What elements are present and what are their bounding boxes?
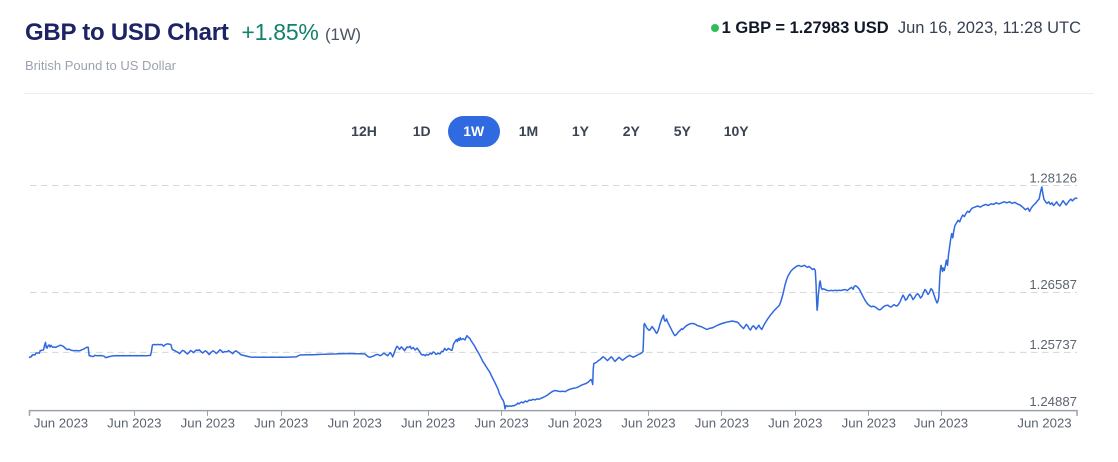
svg-text:Jun 2023: Jun 2023 [107,416,161,431]
svg-text:Jun 2023: Jun 2023 [548,416,602,431]
svg-text:1.28126: 1.28126 [1029,171,1077,186]
svg-text:Jun 2023: Jun 2023 [474,416,528,431]
svg-text:Jun 2023: Jun 2023 [181,416,235,431]
svg-text:Jun 2023: Jun 2023 [695,416,749,431]
svg-text:Jun 2023: Jun 2023 [328,416,382,431]
svg-text:1.26587: 1.26587 [1029,277,1077,292]
svg-text:1.25737: 1.25737 [1029,337,1077,352]
svg-text:Jun 2023: Jun 2023 [401,416,455,431]
svg-text:Jun 2023: Jun 2023 [914,416,968,431]
svg-text:Jun 2023: Jun 2023 [842,416,896,431]
svg-text:Jun 2023: Jun 2023 [768,416,822,431]
svg-text:1.24887: 1.24887 [1029,394,1077,409]
svg-text:Jun 2023: Jun 2023 [621,416,675,431]
svg-text:Jun 2023: Jun 2023 [254,416,308,431]
svg-text:Jun 2023: Jun 2023 [34,416,88,431]
svg-text:Jun 2023: Jun 2023 [1017,416,1071,431]
